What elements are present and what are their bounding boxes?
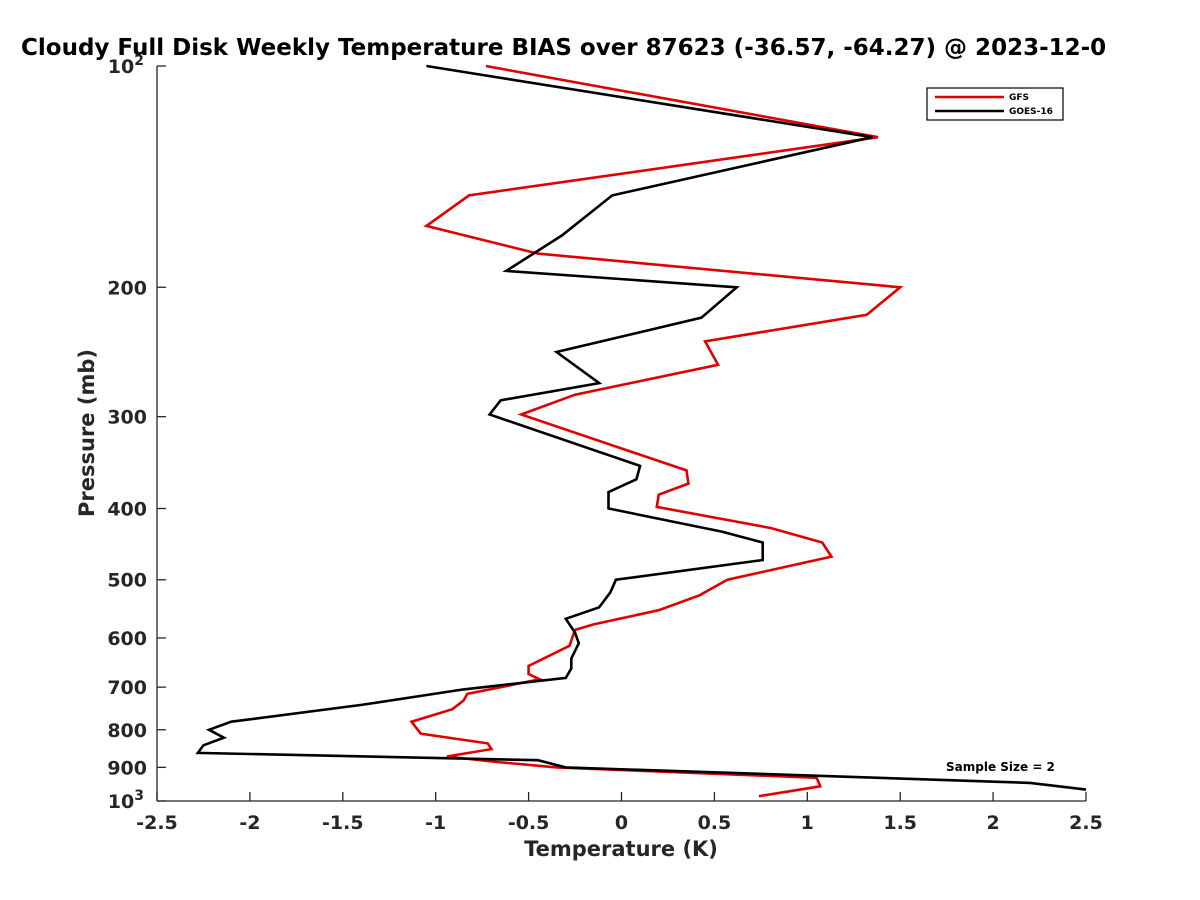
legend-label-gfs: GFS <box>1009 93 1029 103</box>
x-tick-label: -1.5 <box>322 812 364 834</box>
x-tick-label: 2 <box>986 812 999 834</box>
x-tick-label: -0.5 <box>508 812 550 834</box>
y-tick-label: 300 <box>107 407 147 429</box>
x-tick-label: -2 <box>239 812 260 834</box>
legend: GFS GOES-16 <box>926 87 1064 121</box>
y-axis-label: Pressure (mb) <box>75 349 99 517</box>
x-tick-label: 0 <box>615 812 628 834</box>
x-axis-label: Temperature (K) <box>524 837 718 861</box>
x-tick-label: 1.5 <box>883 812 917 834</box>
y-tick-label: 900 <box>107 757 147 779</box>
x-tick-label: -1 <box>425 812 446 834</box>
y-tick-label: 103 <box>108 788 144 813</box>
x-tick-label: -2.5 <box>136 812 178 834</box>
legend-box <box>926 87 1064 121</box>
series-line-gfs <box>409 64 904 798</box>
y-tick-label: 800 <box>107 720 147 742</box>
x-tick-label: 0.5 <box>698 812 732 834</box>
x-tick-label: 2.5 <box>1069 812 1103 834</box>
legend-label-goes16: GOES-16 <box>1009 107 1053 117</box>
sample-size-annotation: Sample Size = 2 <box>946 760 1055 774</box>
y-tick-label: 102 <box>108 53 144 78</box>
y-tick-label: 600 <box>107 628 147 650</box>
x-tick-label: 1 <box>801 812 814 834</box>
axes: -2.5 -2 -1.5 -1 -0.5 0 0.5 1 1.5 2 2.5 102 200 300 400… <box>107 53 1103 834</box>
chart-title: Cloudy Full Disk Weekly Temperature BIAS… <box>21 35 1106 61</box>
y-tick-label: 400 <box>107 499 147 521</box>
series-layer <box>195 64 1087 798</box>
y-tick-label: 700 <box>107 677 147 699</box>
y-tick-label: 200 <box>107 277 147 299</box>
series-line-goes16 <box>195 64 1087 791</box>
y-tick-label: 500 <box>107 570 147 592</box>
